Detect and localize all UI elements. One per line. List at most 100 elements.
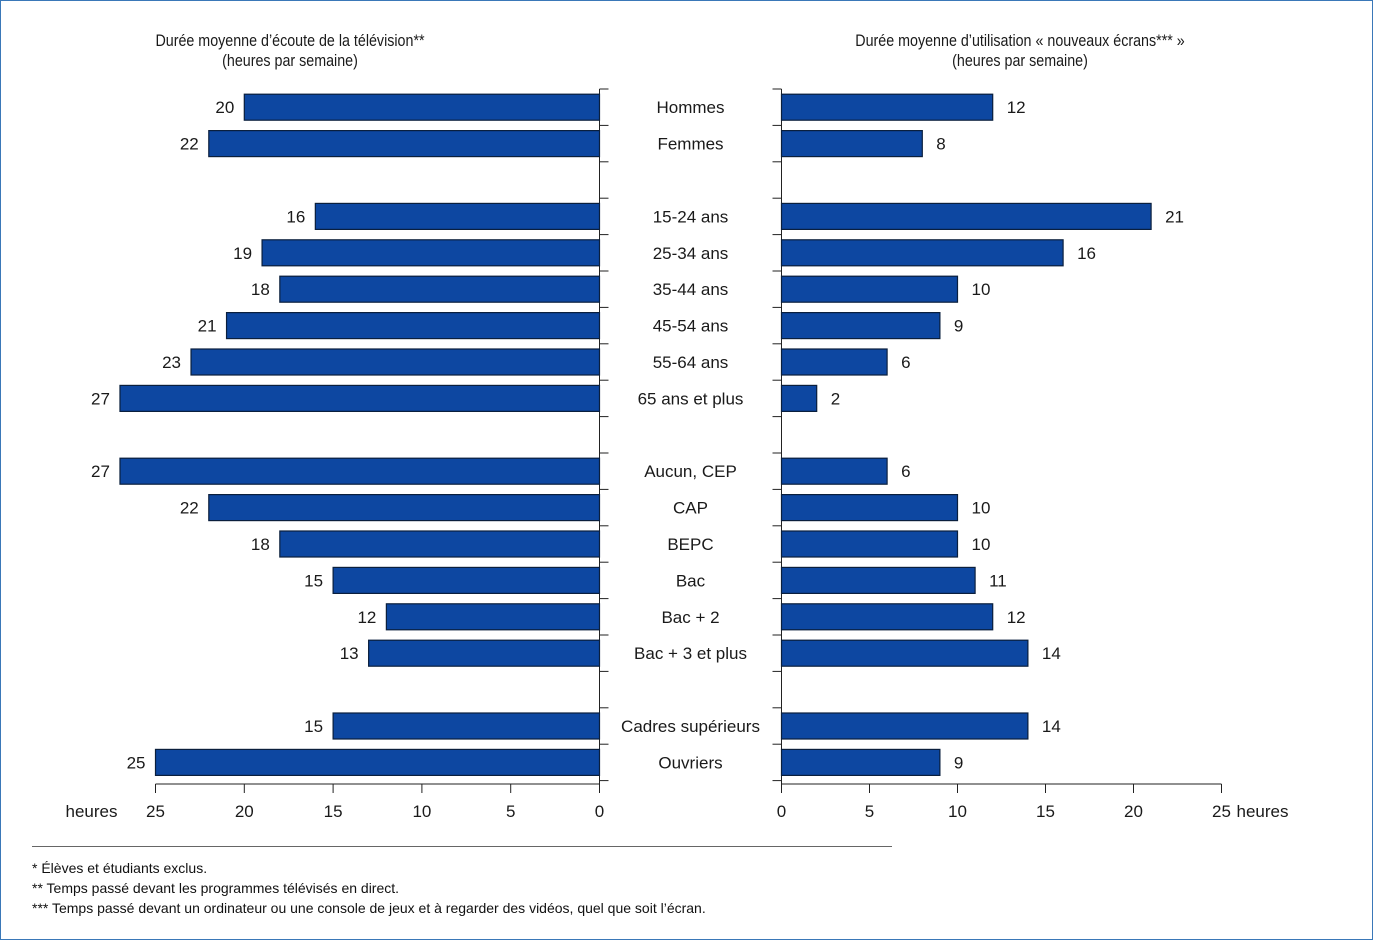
- right-bar: [780, 93, 994, 121]
- category-label: Bac: [676, 571, 706, 590]
- left-bar: [208, 130, 601, 158]
- right-bar-value-label: 9: [954, 317, 963, 336]
- left-bar: [243, 93, 601, 121]
- left-bar: [119, 384, 601, 412]
- left-bar: [279, 275, 601, 303]
- right-bar-value-label: 21: [1165, 207, 1184, 226]
- right-bar-value-label: 12: [1007, 98, 1026, 117]
- right-x-tick-label: 0: [777, 802, 786, 821]
- footnote-divider: [32, 846, 892, 847]
- left-x-tick-label: 25: [146, 802, 165, 821]
- right-bar-value-label: 10: [972, 499, 991, 518]
- right-title-line1: Durée moyenne d’utilisation « nouveaux é…: [855, 31, 1185, 50]
- right-chart-title: Durée moyenne d’utilisation « nouveaux é…: [835, 31, 1205, 71]
- right-x-axis-label: heures: [1237, 802, 1289, 821]
- left-bar: [314, 202, 601, 230]
- right-bar-value-label: 12: [1007, 608, 1026, 627]
- left-bar-value-label: 12: [357, 608, 376, 627]
- right-x-tick-label: 10: [948, 802, 967, 821]
- left-bar: [279, 530, 601, 558]
- category-label: Hommes: [656, 98, 724, 117]
- right-bar: [780, 384, 818, 412]
- left-bar: [332, 712, 601, 740]
- right-bar-value-label: 6: [901, 353, 910, 372]
- left-bar: [225, 312, 601, 340]
- right-bar-value-label: 6: [901, 462, 910, 481]
- left-x-tick-label: 20: [235, 802, 254, 821]
- category-label: Femmes: [657, 135, 723, 154]
- category-label: Cadres supérieurs: [621, 717, 760, 736]
- category-label: Bac + 3 et plus: [634, 644, 747, 663]
- right-bar: [780, 275, 959, 303]
- left-bar: [368, 639, 601, 667]
- left-bar: [190, 348, 601, 376]
- left-x-tick-label: 10: [412, 802, 431, 821]
- left-title-line1: Durée moyenne d’écoute de la télévision*…: [155, 31, 425, 50]
- category-label: Bac + 2: [661, 608, 719, 627]
- left-bar-value-label: 27: [91, 462, 110, 481]
- footnote-2: ** Temps passé devant les programmes tél…: [32, 880, 400, 896]
- left-bar-value-label: 15: [304, 571, 323, 590]
- right-x-tick-label: 20: [1124, 802, 1143, 821]
- right-bar-value-label: 9: [954, 753, 963, 772]
- category-label: 65 ans et plus: [638, 389, 744, 408]
- left-x-axis-label: heures: [66, 802, 118, 821]
- right-bar: [780, 312, 941, 340]
- right-bar-value-label: 16: [1077, 244, 1096, 263]
- right-title-line2: (heures par semaine): [952, 51, 1088, 70]
- right-bar-value-label: 2: [831, 389, 840, 408]
- category-label: 45-54 ans: [653, 317, 729, 336]
- right-bar: [780, 239, 1064, 267]
- left-bar: [119, 457, 601, 485]
- left-title-line2: (heures par semaine): [222, 51, 358, 70]
- right-bar: [780, 603, 994, 631]
- right-bar-value-label: 8: [936, 135, 945, 154]
- left-bar: [385, 603, 601, 631]
- category-label: 25-34 ans: [653, 244, 729, 263]
- left-bar-value-label: 25: [127, 753, 146, 772]
- left-bar: [154, 748, 601, 777]
- right-bar: [780, 712, 1029, 740]
- left-x-tick-label: 15: [324, 802, 343, 821]
- left-bar: [208, 494, 601, 522]
- right-x-tick-label: 5: [865, 802, 874, 821]
- category-label: Aucun, CEP: [644, 462, 737, 481]
- left-bar-value-label: 22: [180, 499, 199, 518]
- left-bar-value-label: 27: [91, 389, 110, 408]
- right-bar: [780, 494, 959, 522]
- category-label: CAP: [673, 499, 708, 518]
- footnote-3: *** Temps passé devant un ordinateur ou …: [32, 900, 706, 916]
- right-bar-value-label: 11: [989, 571, 1007, 590]
- left-bar-value-label: 18: [251, 535, 270, 554]
- left-bar-value-label: 13: [340, 644, 359, 663]
- category-label: BEPC: [667, 535, 713, 554]
- right-x-tick-label: 25: [1212, 802, 1231, 821]
- right-x-tick-label: 15: [1036, 802, 1055, 821]
- right-bar: [780, 566, 976, 595]
- right-bar-value-label: 14: [1042, 717, 1061, 736]
- right-bar-value-label: 14: [1042, 644, 1061, 663]
- right-bar-value-label: 10: [972, 280, 991, 299]
- left-x-tick-label: 0: [595, 802, 604, 821]
- right-bar: [780, 202, 1152, 230]
- left-bar: [261, 239, 601, 267]
- left-x-tick-label: 5: [506, 802, 515, 821]
- left-bar-value-label: 15: [304, 717, 323, 736]
- left-bar-value-label: 21: [198, 317, 217, 336]
- left-bar-value-label: 22: [180, 135, 199, 154]
- category-label: 55-64 ans: [653, 353, 729, 372]
- footnote-1: * Élèves et étudiants exclus.: [32, 860, 208, 876]
- left-chart-title: Durée moyenne d’écoute de la télévision*…: [147, 31, 433, 71]
- right-bar: [780, 457, 888, 485]
- right-bar: [780, 348, 888, 376]
- left-bar-value-label: 19: [233, 244, 252, 263]
- left-bar: [332, 566, 601, 595]
- right-bar: [780, 748, 941, 777]
- right-bar: [780, 639, 1029, 667]
- left-bar-value-label: 16: [286, 207, 305, 226]
- left-bar-value-label: 18: [251, 280, 270, 299]
- category-label: Ouvriers: [658, 753, 722, 772]
- left-bar-value-label: 23: [162, 353, 181, 372]
- right-bar: [780, 130, 923, 158]
